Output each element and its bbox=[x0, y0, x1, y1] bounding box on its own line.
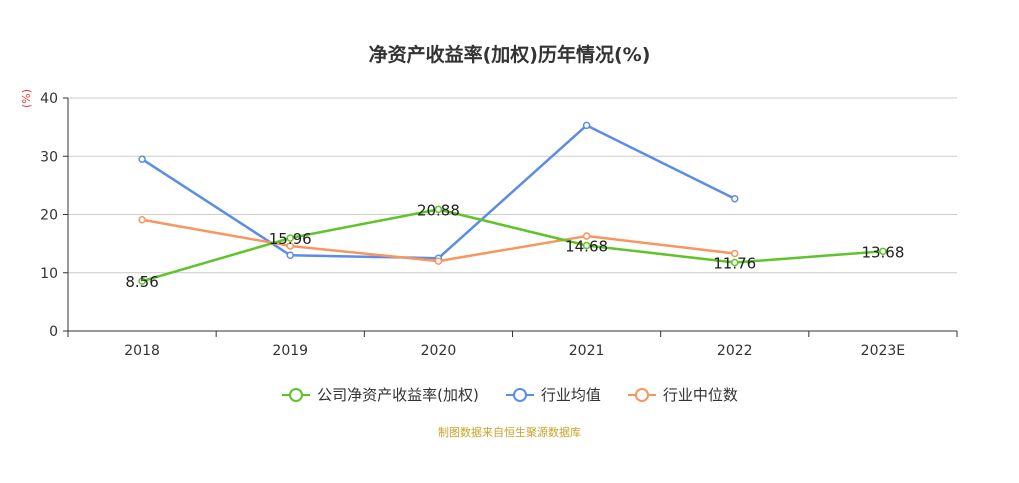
legend-label-company-roe: 公司净资产收益率(加权) bbox=[317, 386, 479, 404]
series-line bbox=[141, 124, 736, 260]
data-point bbox=[582, 241, 591, 250]
y-tick-label: 40 bbox=[40, 91, 58, 107]
y-axis-unit-label: (%) bbox=[20, 88, 33, 108]
data-point bbox=[138, 215, 146, 224]
y-tick-label: 20 bbox=[40, 208, 58, 224]
data-point bbox=[879, 247, 887, 256]
y-tick-label: 30 bbox=[40, 149, 58, 165]
x-tick-label: 2023E bbox=[861, 343, 905, 359]
data-point bbox=[582, 121, 591, 130]
data-point bbox=[286, 234, 294, 242]
legend-item-company-roe[interactable]: 公司净资产收益率(加权) bbox=[281, 384, 479, 405]
legend-swatch-company-roe bbox=[282, 387, 311, 402]
data-label: 8.56 bbox=[125, 273, 158, 291]
chart-title: 净资产收益率(加权)历年情况(%) bbox=[368, 44, 651, 66]
legend-swatch-industry-mean bbox=[505, 387, 534, 402]
legend-item-industry-median[interactable]: 行业中位数 bbox=[627, 384, 738, 405]
x-tick-label: 2019 bbox=[272, 343, 308, 359]
data-label: 15.96 bbox=[269, 230, 312, 248]
data-label: 14.68 bbox=[565, 237, 608, 255]
data-point bbox=[138, 277, 146, 285]
data-point bbox=[434, 257, 443, 265]
legend-swatch-industry-median bbox=[627, 387, 656, 402]
data-label: 11.76 bbox=[713, 254, 756, 272]
y-tick-label: 0 bbox=[49, 324, 58, 340]
legend-label-industry-mean: 行业均值 bbox=[540, 386, 601, 404]
chart-legend: 公司净资产收益率(加权) 行业均值 行业中位数 bbox=[0, 384, 1019, 405]
x-tick-label: 2018 bbox=[124, 343, 160, 359]
data-point bbox=[286, 242, 294, 250]
data-point bbox=[582, 232, 591, 240]
data-label: 13.68 bbox=[861, 243, 904, 261]
x-tick-label: 2021 bbox=[569, 343, 605, 359]
data-point bbox=[434, 205, 443, 214]
legend-label-industry-median: 行业中位数 bbox=[662, 386, 738, 404]
legend-item-industry-mean[interactable]: 行业均值 bbox=[505, 384, 601, 405]
data-point bbox=[731, 249, 739, 258]
data-point bbox=[286, 251, 294, 260]
data-point bbox=[731, 258, 739, 267]
x-tick-label: 2020 bbox=[421, 343, 457, 359]
data-point bbox=[731, 195, 739, 203]
y-tick-label: 10 bbox=[40, 266, 58, 282]
data-label: 20.88 bbox=[417, 201, 460, 219]
data-source-note: 制图数据来自恒生聚源数据库 bbox=[438, 426, 581, 439]
data-point bbox=[138, 155, 146, 163]
x-tick-label: 2022 bbox=[717, 343, 753, 359]
series-line bbox=[141, 208, 884, 283]
